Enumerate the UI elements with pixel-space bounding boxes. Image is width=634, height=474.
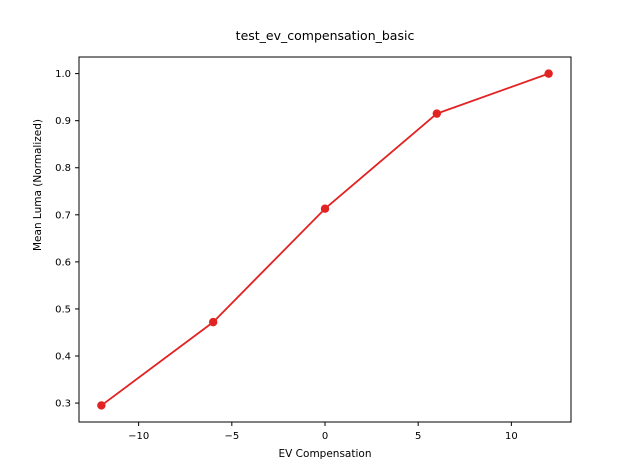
y-tick-label: 0.7: [55, 210, 71, 221]
x-tick-label: −10: [128, 431, 149, 442]
x-tick-label: −5: [224, 431, 239, 442]
y-tick-label: 0.8: [55, 163, 71, 174]
data-point-marker: [208, 317, 218, 327]
y-tick-label: 0.5: [55, 304, 71, 315]
y-tick-label: 0.6: [55, 257, 71, 268]
x-tick-label: 5: [415, 431, 421, 442]
y-tick-label: 0.4: [55, 352, 71, 363]
data-point-marker: [544, 69, 553, 78]
y-tick-label: 0.9: [55, 116, 71, 127]
data-point-marker: [320, 204, 330, 213]
data-point-marker: [97, 401, 106, 410]
chart-title: test_ev_compensation_basic: [235, 28, 415, 43]
x-axis-label: EV Compensation: [278, 448, 372, 460]
data-point-marker: [432, 109, 442, 118]
y-tick-label: 1.0: [55, 69, 71, 80]
x-tick-label: 10: [505, 431, 518, 442]
y-tick-label: 0.3: [55, 399, 71, 410]
x-tick-label: 0: [322, 431, 328, 442]
